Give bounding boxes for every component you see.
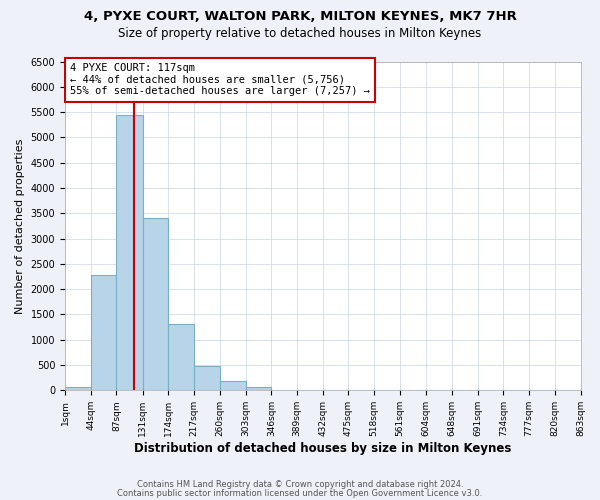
Text: Contains public sector information licensed under the Open Government Licence v3: Contains public sector information licen… bbox=[118, 488, 482, 498]
Bar bbox=[220, 381, 245, 390]
Text: Contains HM Land Registry data © Crown copyright and database right 2024.: Contains HM Land Registry data © Crown c… bbox=[137, 480, 463, 489]
Bar bbox=[143, 218, 169, 390]
Bar bbox=[245, 387, 271, 390]
Text: 4, PYXE COURT, WALTON PARK, MILTON KEYNES, MK7 7HR: 4, PYXE COURT, WALTON PARK, MILTON KEYNE… bbox=[83, 10, 517, 23]
Text: 4 PYXE COURT: 117sqm
← 44% of detached houses are smaller (5,756)
55% of semi-de: 4 PYXE COURT: 117sqm ← 44% of detached h… bbox=[70, 63, 370, 96]
X-axis label: Distribution of detached houses by size in Milton Keynes: Distribution of detached houses by size … bbox=[134, 442, 511, 455]
Bar bbox=[194, 366, 220, 390]
Y-axis label: Number of detached properties: Number of detached properties bbox=[15, 138, 25, 314]
Bar bbox=[169, 324, 194, 390]
Text: Size of property relative to detached houses in Milton Keynes: Size of property relative to detached ho… bbox=[118, 28, 482, 40]
Bar bbox=[65, 387, 91, 390]
Bar bbox=[91, 275, 116, 390]
Bar bbox=[116, 114, 143, 390]
